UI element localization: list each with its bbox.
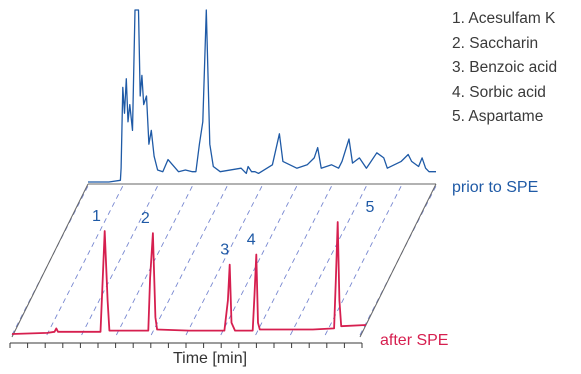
peak-labels: 1 2 3 4 5 [92, 199, 375, 259]
gridline [289, 185, 367, 336]
trace-label-before: prior to SPE [452, 179, 539, 196]
peak-legend: 1. Acesulfam K 2. Saccharin 3. Benzoic a… [452, 10, 557, 133]
trace-after-spe [11, 221, 367, 335]
legend-item-4: 4. Sorbic acid [452, 83, 546, 101]
legend-item-2: 2. Saccharin [452, 34, 539, 52]
trace-prior-to-spe [88, 9, 436, 183]
gridline [81, 185, 159, 336]
time-gridlines [11, 185, 437, 336]
peak-label-2: 2 [141, 210, 150, 227]
frame-left-edge [11, 183, 89, 338]
gridline [185, 185, 263, 336]
peak-label-5: 5 [366, 199, 375, 216]
gridline [220, 185, 298, 336]
gridline [324, 185, 402, 336]
gridline [255, 185, 333, 336]
peak-label-4: 4 [247, 231, 256, 248]
traces [11, 9, 436, 335]
stacking-frame [11, 183, 437, 338]
gridline [150, 185, 228, 336]
time-axis [9, 342, 363, 348]
trace-label-after: after SPE [380, 332, 449, 349]
legend-item-1: 1. Acesulfam K [452, 10, 556, 27]
legend-item-3: 3. Benzoic acid [452, 59, 558, 76]
peak-label-3: 3 [220, 242, 229, 259]
gridline [46, 185, 124, 336]
frame-right-edge [359, 183, 437, 338]
legend-item-5: 5. Aspartame [452, 108, 544, 125]
x-axis-label: Time [min] [172, 350, 248, 367]
peak-label-1: 1 [92, 208, 101, 225]
